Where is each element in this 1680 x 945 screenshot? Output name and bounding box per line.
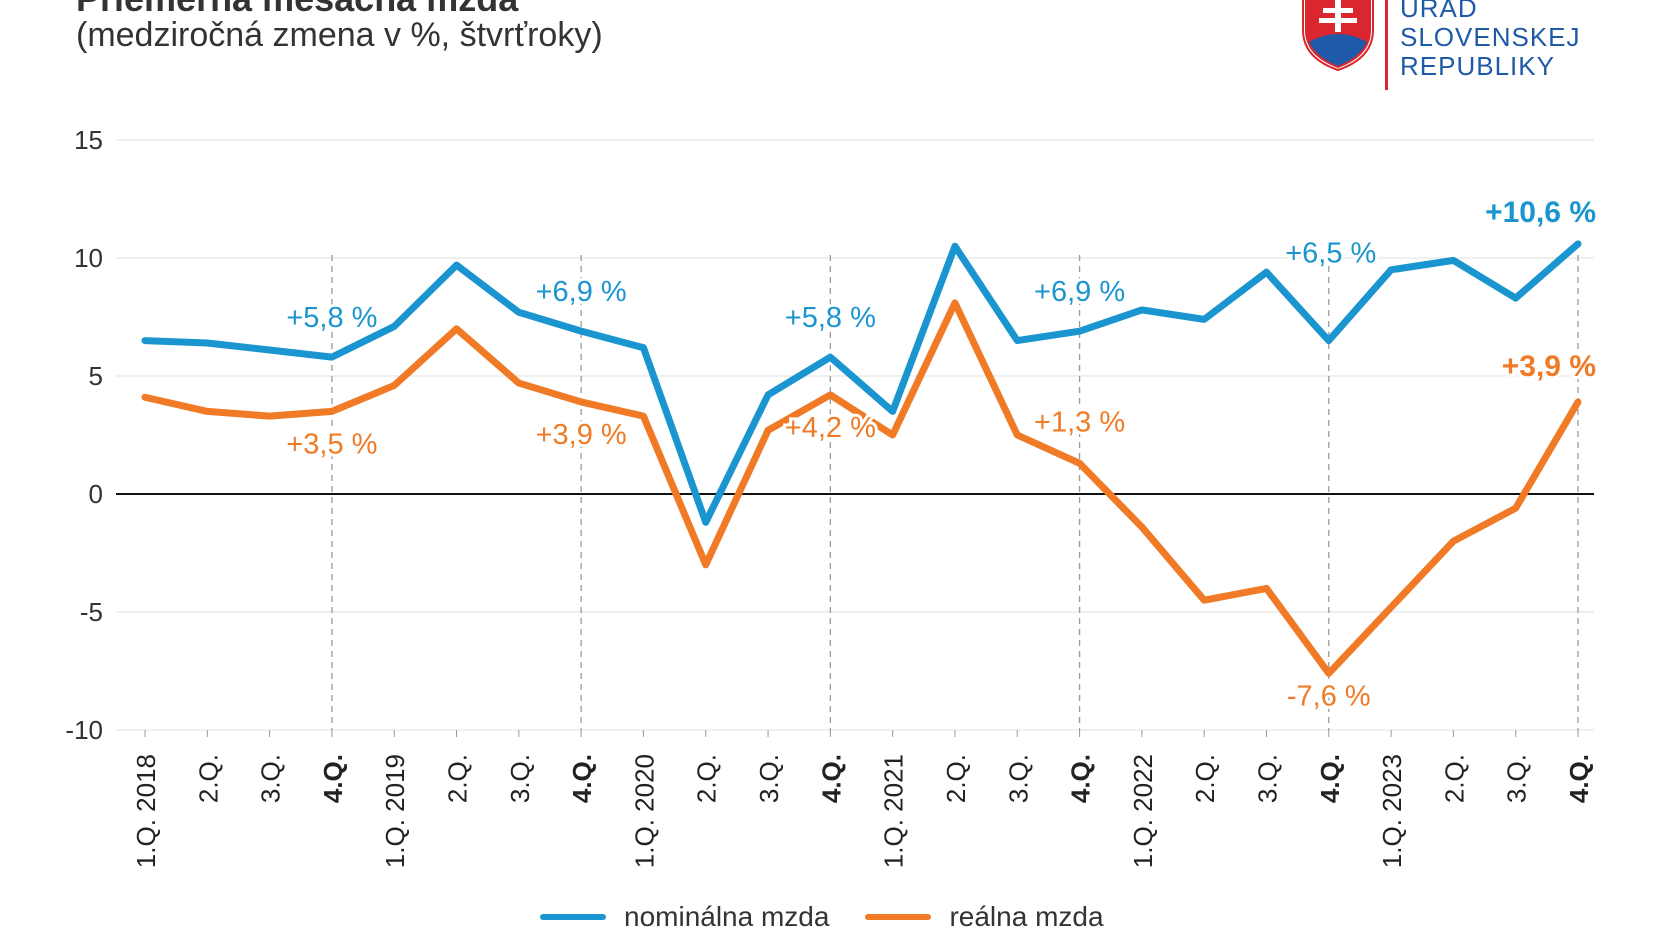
data-label: +6,5 % [1285,238,1376,270]
logo-line-2: SLOVENSKEJ [1400,22,1581,52]
logo-text: ÚRAD SLOVENSKEJ REPUBLIKY [1400,0,1581,81]
x-tick-label: 4.Q. [816,754,846,803]
data-label: +10,6 % [1485,196,1596,229]
y-tick-label: -5 [80,597,103,627]
y-tick-label: 0 [89,479,103,509]
x-tick-label: 1.Q. 2023 [1377,754,1407,868]
x-tick-label: 4.Q. [1315,754,1345,803]
data-label: -7,6 % [1287,680,1371,712]
data-label: +3,5 % [286,428,377,460]
series-real-line [141,299,1582,677]
chart-title: Priemerná mesačná mzda [76,0,518,20]
logo: ÚRAD SLOVENSKEJ REPUBLIKY [1295,0,1595,95]
chart-subtitle: (medziročná zmena v %, štvrťroky) [76,16,603,54]
y-axis: 15 10 5 0 -5 -10 [65,125,103,745]
x-tick-label: 1.Q. 2018 [131,754,161,868]
data-label: +5,8 % [785,302,876,334]
coat-of-arms-icon [1302,0,1374,72]
x-tick-label: 3.Q. [505,754,535,803]
x-tick-label: 3.Q. [1502,754,1532,803]
x-tick-label: 3.Q. [256,754,286,803]
legend-item: nominálna mzda [540,901,829,933]
logo-line-1: ÚRAD [1400,0,1478,23]
x-tick-label: 2.Q. [193,754,223,803]
series-nominal-line [141,240,1582,526]
x-tick-label: 1.Q. 2019 [380,754,410,868]
y-tick-label: 5 [89,361,103,391]
logo-line-3: REPUBLIKY [1400,51,1555,81]
y-tick-label: 15 [74,125,103,155]
x-tick-label: 2.Q. [1439,754,1469,803]
logo-divider [1385,0,1388,90]
data-label: +5,8 % [286,302,377,334]
x-tick-label: 2.Q. [692,754,722,803]
x-tick-label: 2.Q. [443,754,473,803]
series-layer [141,240,1582,677]
legend-item: reálna mzda [865,901,1104,933]
x-tick-label: 3.Q. [754,754,784,803]
x-tick-label: 1.Q. 2021 [879,754,909,868]
annotation-layer: +5,8 % +6,9 % +5,8 % +6,9 % +6,5 % +10,6 % +3,… [283,193,1599,716]
legend-label: reálna mzda [949,901,1104,932]
data-label: +3,9 % [1502,350,1596,383]
x-tick-label: 1.Q. 2022 [1128,754,1158,868]
y-tick-label: -10 [65,715,103,745]
data-label: +6,9 % [1034,276,1125,308]
x-tick-label: 2.Q. [1190,754,1220,803]
x-axis: 1.Q. 2018 2.Q. 3.Q. 4.Q. 1.Q. 2019 2.Q. 3.Q. 4.… [131,730,1594,868]
data-label: +1,3 % [1034,406,1125,438]
x-tick-label: 2.Q. [941,754,971,803]
x-tick-label: 3.Q. [1003,754,1033,803]
y-tick-label: 10 [74,243,103,273]
legend: nominálna mzda reálna mzda [540,897,1140,937]
data-label: +4,2 % [785,412,876,444]
x-tick-label: 4.Q. [1066,754,1096,803]
x-tick-label: 3.Q. [1252,754,1282,803]
x-tick-label: 4.Q. [567,754,597,803]
legend-label: nominálna mzda [624,901,830,932]
legend-swatch [865,914,932,920]
x-tick-label: 4.Q. [318,754,348,803]
x-tick-label: 1.Q. 2020 [629,754,659,868]
x-tick-label: 4.Q. [1564,754,1594,803]
data-label: +3,9 % [536,419,627,451]
data-label: +6,9 % [536,276,627,308]
legend-swatch [540,914,606,920]
